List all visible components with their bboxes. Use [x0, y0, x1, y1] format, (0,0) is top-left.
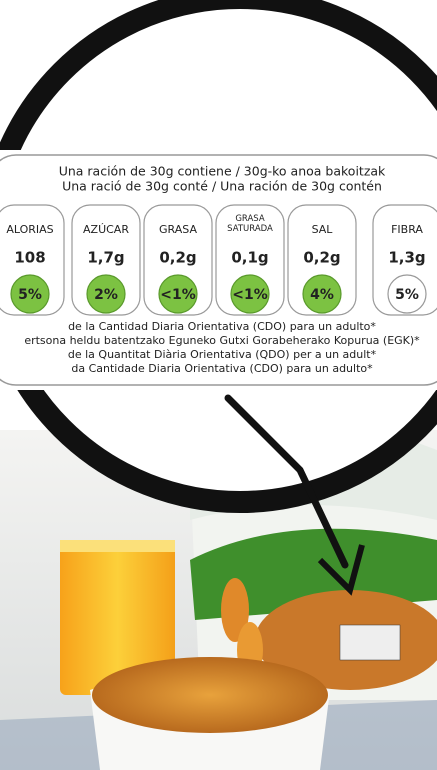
header-line: Una ración de 30g contiene / 30g-ko anoa…	[59, 164, 386, 179]
footer-line: de la Cantidad Diaria Orientativa (CDO) …	[68, 320, 376, 333]
nutrient-amount: 0,2g	[159, 249, 196, 267]
nutrient-amount: 0,1g	[231, 249, 268, 267]
nutrient-name: FIBRA	[391, 223, 423, 236]
footer-line: ertsona heldu batentzako Eguneko Gutxi G…	[24, 334, 420, 347]
box-label	[340, 625, 400, 660]
page: Una ración de 30g contiene / 30g-ko anoa…	[0, 0, 437, 770]
nutrient-percent: 4%	[310, 287, 334, 303]
nutrient-percent: 5%	[18, 287, 42, 303]
nutrient-amount: 1,3g	[388, 249, 425, 267]
bowl-cereal	[92, 657, 328, 733]
nutrient-percent: <1%	[232, 287, 268, 303]
footer-line: da Cantidade Diaria Orientativa (CDO) pa…	[71, 362, 373, 375]
nutrient-name: AZÚCAR	[83, 223, 129, 236]
nutrient-amount: 1,7g	[87, 249, 124, 267]
nutrient-percent: 5%	[395, 287, 419, 303]
nutrient-amount: 0,2g	[303, 249, 340, 267]
nutrient-amount: 108	[14, 249, 45, 267]
nutrient-name: GRASA	[159, 223, 197, 236]
nutrient-name: ALORIAS	[6, 223, 53, 236]
footer-line: de la Quantitat Diària Orientativa (QDO)…	[68, 348, 377, 361]
nutrient-name: SAL	[312, 223, 334, 236]
nutrient-percent: <1%	[160, 287, 196, 303]
juice-top	[60, 540, 175, 552]
scene: Una ración de 30g contiene / 30g-ko anoa…	[0, 0, 437, 770]
nutrient-percent: 2%	[94, 287, 118, 303]
header-line: Una ració de 30g conté / Una ración de 3…	[62, 179, 382, 194]
